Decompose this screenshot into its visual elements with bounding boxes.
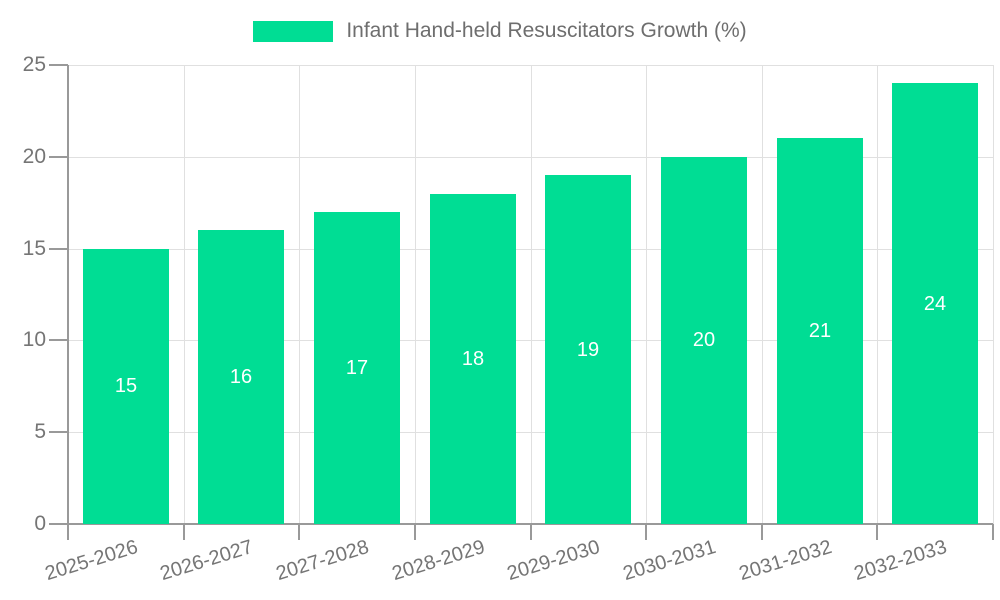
y-axis-tick xyxy=(49,156,68,158)
bar xyxy=(83,249,169,524)
x-axis-tick xyxy=(298,524,300,540)
y-axis-line xyxy=(67,65,69,524)
y-gridline xyxy=(68,432,993,433)
x-tick-label: 2029-2030 xyxy=(504,536,603,586)
x-axis-tick xyxy=(414,524,416,540)
legend-swatch[interactable] xyxy=(253,20,334,42)
x-tick-label: 2031-2032 xyxy=(736,536,835,586)
x-tick-label: 2032-2033 xyxy=(851,536,950,586)
y-tick-label: 20 xyxy=(22,145,46,168)
x-gridline xyxy=(299,65,300,524)
y-axis-tick xyxy=(49,64,68,66)
y-gridline xyxy=(68,65,993,66)
bar xyxy=(545,175,631,524)
y-gridline xyxy=(68,157,993,158)
bar xyxy=(777,138,863,524)
bar-value-label: 15 xyxy=(114,375,138,397)
bar-value-label: 17 xyxy=(345,357,369,379)
x-axis-tick xyxy=(183,524,185,540)
y-axis-tick xyxy=(49,523,68,525)
x-axis-tick xyxy=(876,524,878,540)
x-tick-label: 2026-2027 xyxy=(157,536,256,586)
bar-value-label: 18 xyxy=(461,348,485,370)
x-gridline xyxy=(993,65,994,524)
y-axis-tick xyxy=(49,339,68,341)
y-gridline xyxy=(68,340,993,341)
x-tick-label: 2025-2026 xyxy=(42,536,141,586)
bar-value-label: 19 xyxy=(576,339,600,361)
x-axis-tick xyxy=(645,524,647,540)
y-tick-label: 25 xyxy=(22,53,46,76)
bar-value-label: 16 xyxy=(229,366,253,388)
x-tick-label: 2028-2029 xyxy=(389,536,488,586)
x-axis-line xyxy=(67,523,993,525)
bar xyxy=(661,157,747,524)
y-axis-tick xyxy=(49,431,68,433)
y-gridline xyxy=(68,249,993,250)
bar xyxy=(198,230,284,524)
bar xyxy=(892,83,978,524)
y-tick-label: 0 xyxy=(34,512,46,535)
x-tick-label: 2027-2028 xyxy=(273,536,372,586)
bar-value-label: 21 xyxy=(808,320,832,342)
x-gridline xyxy=(415,65,416,524)
bar-value-label: 20 xyxy=(692,329,716,351)
y-axis-tick xyxy=(49,248,68,250)
x-axis-tick xyxy=(530,524,532,540)
legend-label[interactable]: Infant Hand-held Resuscitators Growth (%… xyxy=(346,19,747,42)
bar-value-label: 24 xyxy=(923,293,947,315)
x-axis-tick xyxy=(761,524,763,540)
x-axis-tick xyxy=(992,524,994,540)
y-tick-label: 15 xyxy=(22,237,46,260)
x-gridline xyxy=(184,65,185,524)
x-gridline xyxy=(762,65,763,524)
x-tick-label: 2030-2031 xyxy=(620,536,719,586)
x-gridline xyxy=(877,65,878,524)
bar xyxy=(430,194,516,524)
x-gridline xyxy=(646,65,647,524)
bar xyxy=(314,212,400,524)
y-tick-label: 5 xyxy=(34,420,46,443)
x-axis-tick xyxy=(67,524,69,540)
legend[interactable]: Infant Hand-held Resuscitators Growth (%… xyxy=(0,19,1000,43)
x-gridline xyxy=(531,65,532,524)
y-tick-label: 10 xyxy=(22,328,46,351)
